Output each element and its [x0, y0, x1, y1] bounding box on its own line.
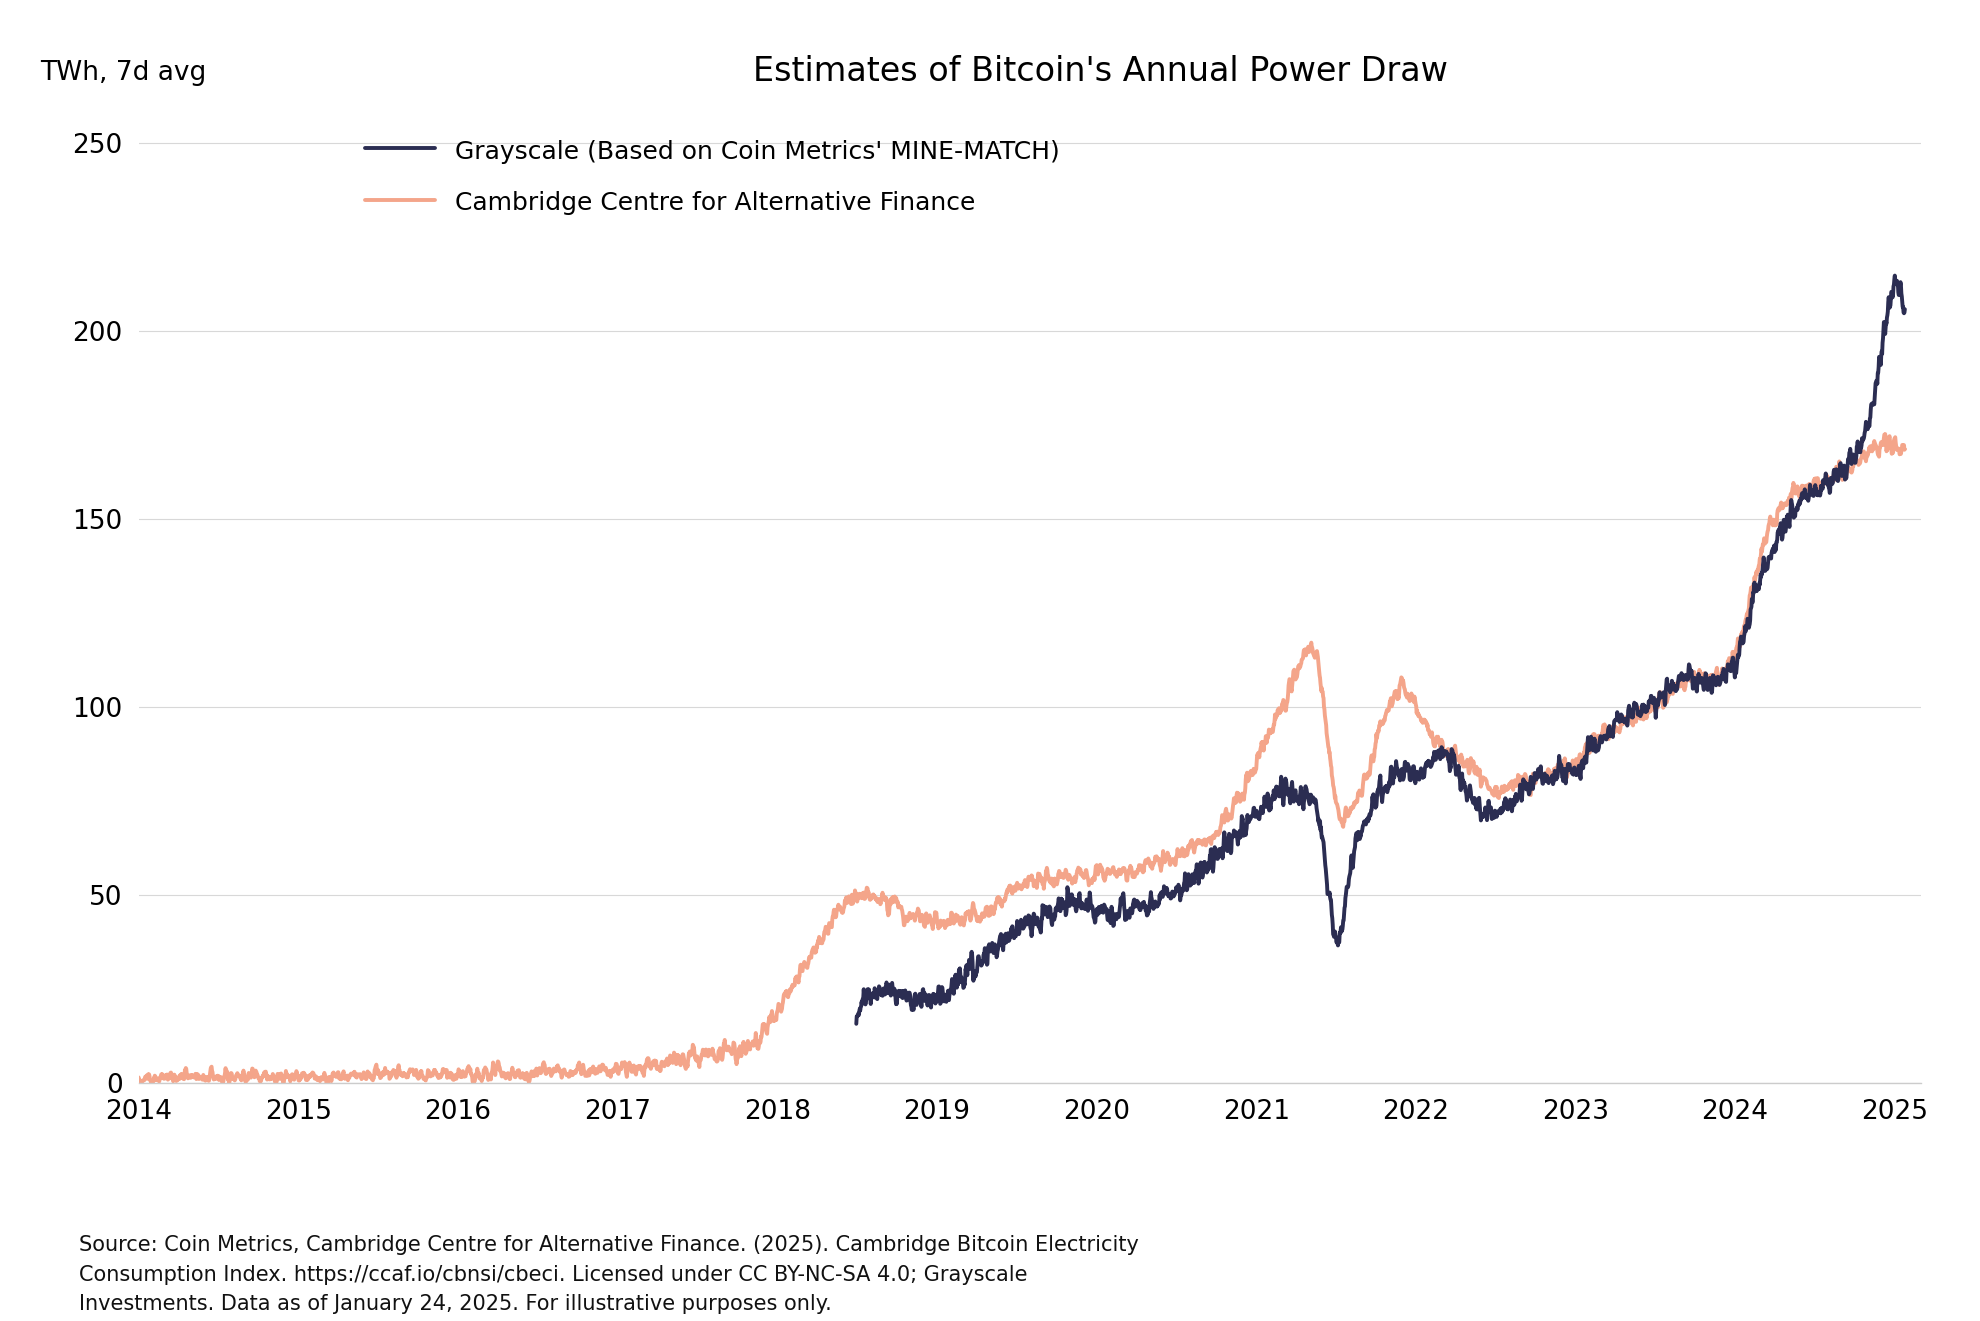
- Text: TWh, 7d avg: TWh, 7d avg: [42, 61, 206, 86]
- Line: Grayscale (Based on Coin Metrics' MINE-MATCH): Grayscale (Based on Coin Metrics' MINE-M…: [855, 276, 1905, 1024]
- Text: Source: Coin Metrics, Cambridge Centre for Alternative Finance. (2025). Cambridg: Source: Coin Metrics, Cambridge Centre f…: [79, 1235, 1138, 1314]
- Title: Estimates of Bitcoin's Annual Power Draw: Estimates of Bitcoin's Annual Power Draw: [754, 54, 1447, 87]
- Legend: Grayscale (Based on Coin Metrics' MINE-MATCH), Cambridge Centre for Alternative : Grayscale (Based on Coin Metrics' MINE-M…: [364, 137, 1059, 215]
- Line: Cambridge Centre for Alternative Finance: Cambridge Centre for Alternative Finance: [139, 435, 1905, 1083]
